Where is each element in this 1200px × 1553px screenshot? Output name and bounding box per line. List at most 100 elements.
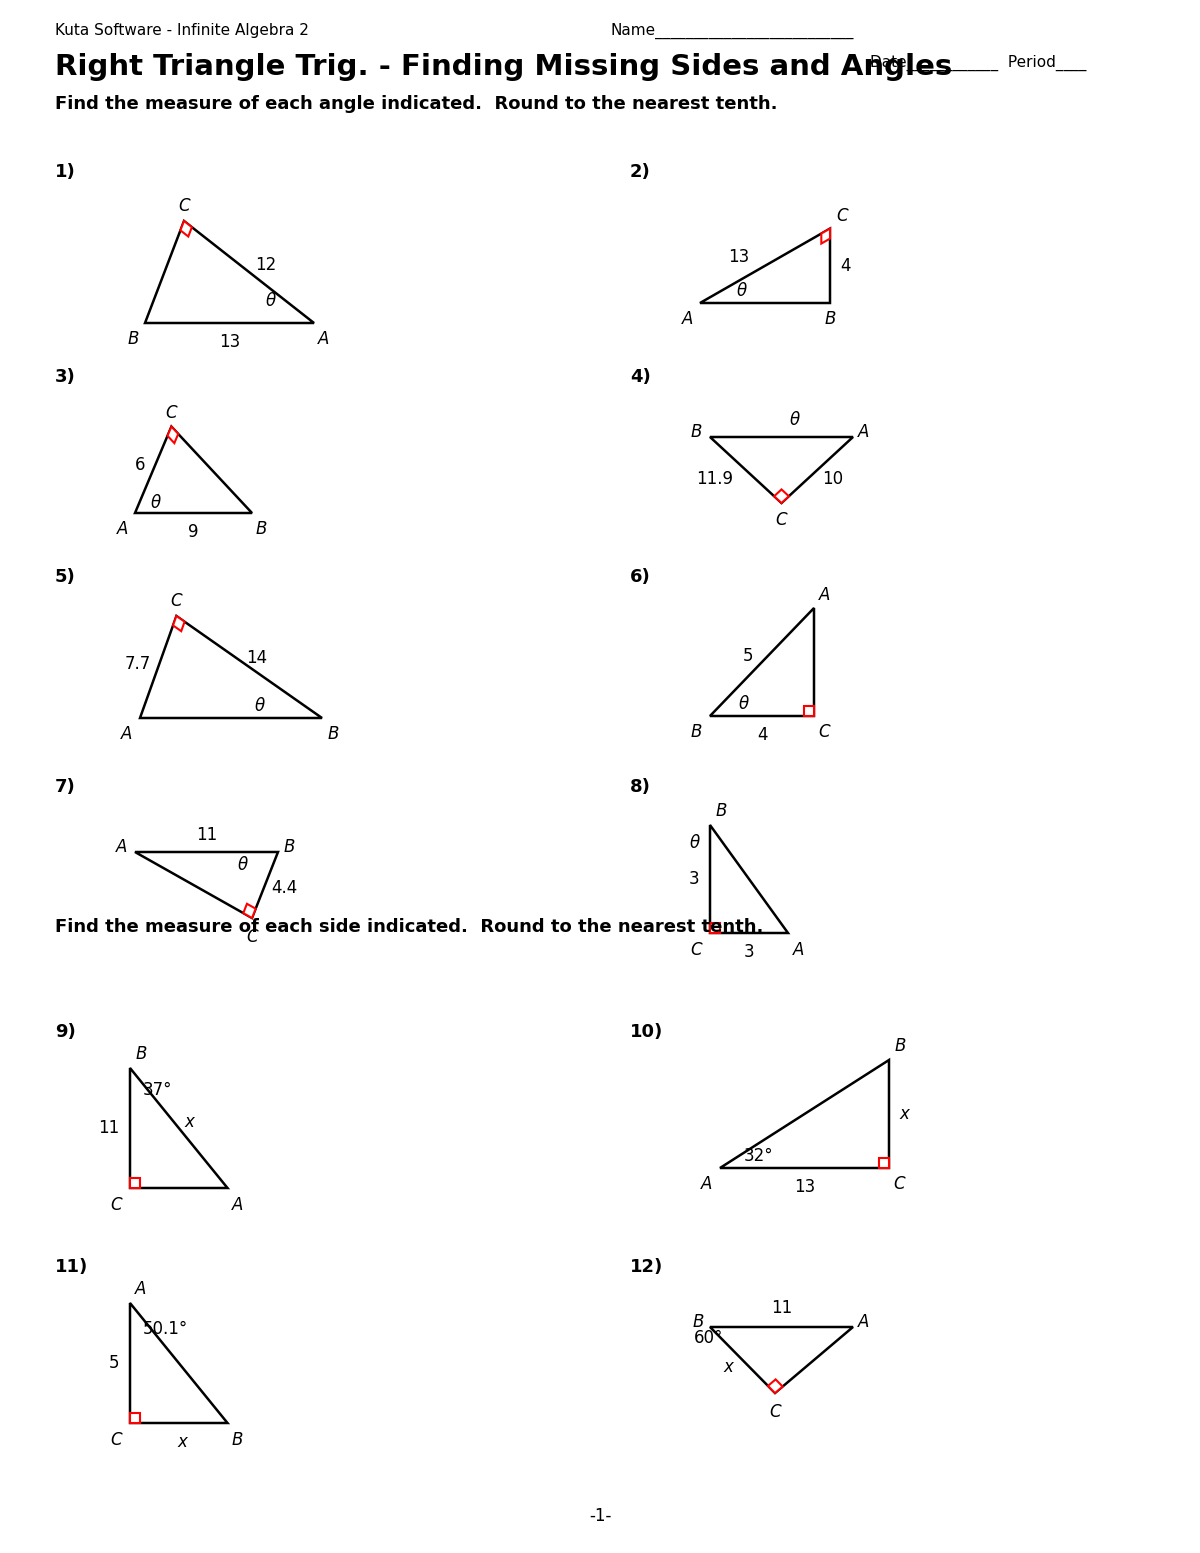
Text: 2): 2) (630, 163, 650, 182)
Text: C: C (769, 1402, 781, 1421)
Text: 3: 3 (689, 870, 700, 888)
Text: Name__________________________: Name__________________________ (610, 23, 853, 39)
Text: 5): 5) (55, 568, 76, 585)
Polygon shape (804, 707, 814, 716)
Text: 1): 1) (55, 163, 76, 182)
Text: 4: 4 (840, 256, 851, 275)
Text: C: C (166, 404, 178, 422)
Text: B: B (691, 424, 702, 441)
Text: C: C (818, 724, 829, 741)
Text: B: B (256, 520, 268, 539)
Text: Date____________  Period____: Date____________ Period____ (870, 54, 1086, 71)
Text: 13: 13 (218, 332, 240, 351)
Text: 4.4: 4.4 (271, 879, 298, 898)
Text: x: x (178, 1432, 187, 1451)
Text: 11: 11 (98, 1120, 120, 1137)
Text: x: x (900, 1106, 910, 1123)
Text: A: A (318, 331, 329, 348)
Text: θ: θ (739, 696, 749, 713)
Polygon shape (244, 904, 256, 918)
Text: B: B (691, 724, 702, 741)
Text: 11: 11 (196, 826, 217, 843)
Polygon shape (180, 221, 192, 236)
Text: 13: 13 (728, 248, 749, 267)
Text: C: C (690, 941, 702, 960)
Text: 32°: 32° (744, 1148, 773, 1165)
Polygon shape (130, 1413, 140, 1423)
Polygon shape (130, 1179, 140, 1188)
Text: C: C (178, 197, 190, 214)
Text: 12): 12) (630, 1258, 664, 1277)
Text: 8): 8) (630, 778, 650, 797)
Polygon shape (774, 489, 788, 503)
Text: A: A (121, 725, 132, 744)
Text: 11.9: 11.9 (696, 471, 733, 488)
Text: θ: θ (254, 697, 264, 714)
Text: 12: 12 (256, 256, 277, 275)
Text: B: B (283, 839, 294, 856)
Text: C: C (836, 207, 848, 225)
Polygon shape (168, 427, 179, 443)
Text: θ: θ (790, 410, 799, 429)
Text: 3: 3 (744, 943, 755, 961)
Text: 11): 11) (55, 1258, 89, 1277)
Text: -1-: -1- (589, 1506, 611, 1525)
Text: 50.1°: 50.1° (143, 1320, 188, 1339)
Text: 4: 4 (757, 725, 767, 744)
Text: Right Triangle Trig. - Finding Missing Sides and Angles: Right Triangle Trig. - Finding Missing S… (55, 53, 953, 81)
Text: A: A (232, 1196, 242, 1214)
Text: A: A (820, 587, 830, 604)
Text: A: A (858, 424, 870, 441)
Text: 5: 5 (109, 1354, 120, 1371)
Text: 9): 9) (55, 1023, 76, 1041)
Text: θ: θ (151, 494, 161, 512)
Text: B: B (136, 1045, 146, 1064)
Text: 10: 10 (822, 471, 842, 488)
Text: C: C (775, 511, 787, 530)
Polygon shape (878, 1159, 889, 1168)
Text: A: A (793, 941, 804, 960)
Polygon shape (821, 228, 830, 244)
Text: C: C (110, 1432, 122, 1449)
Text: θ: θ (690, 834, 700, 853)
Text: A: A (682, 311, 694, 328)
Text: C: C (246, 927, 258, 946)
Text: C: C (170, 592, 182, 610)
Polygon shape (173, 617, 185, 631)
Text: 3): 3) (55, 368, 76, 387)
Text: B: B (715, 803, 726, 820)
Text: B: B (824, 311, 835, 328)
Text: B: B (232, 1432, 242, 1449)
Text: 37°: 37° (143, 1081, 173, 1098)
Text: 11: 11 (770, 1300, 792, 1317)
Text: 60°: 60° (694, 1329, 722, 1346)
Text: C: C (110, 1196, 122, 1214)
Text: 5: 5 (743, 648, 752, 665)
Text: A: A (701, 1176, 713, 1193)
Text: 7): 7) (55, 778, 76, 797)
Polygon shape (710, 922, 720, 933)
Text: 6: 6 (134, 457, 145, 474)
Text: Kuta Software - Infinite Algebra 2: Kuta Software - Infinite Algebra 2 (55, 23, 308, 37)
Text: θ: θ (266, 292, 276, 311)
Text: x: x (724, 1357, 733, 1376)
Text: Find the measure of each side indicated.  Round to the nearest tenth.: Find the measure of each side indicated.… (55, 918, 763, 936)
Text: 9: 9 (188, 523, 199, 540)
Text: A: A (118, 520, 128, 539)
Text: 14: 14 (247, 649, 268, 666)
Text: C: C (893, 1176, 905, 1193)
Text: A: A (858, 1314, 870, 1331)
Text: B: B (127, 331, 138, 348)
Text: 6): 6) (630, 568, 650, 585)
Text: x: x (185, 1114, 194, 1131)
Text: B: B (894, 1037, 906, 1054)
Text: 13: 13 (794, 1177, 815, 1196)
Text: A: A (116, 839, 127, 856)
Polygon shape (768, 1379, 782, 1393)
Text: B: B (692, 1314, 703, 1331)
Text: θ: θ (238, 856, 248, 874)
Text: Find the measure of each angle indicated.  Round to the nearest tenth.: Find the measure of each angle indicated… (55, 95, 778, 113)
Text: 10): 10) (630, 1023, 664, 1041)
Text: A: A (136, 1280, 146, 1298)
Text: 4): 4) (630, 368, 650, 387)
